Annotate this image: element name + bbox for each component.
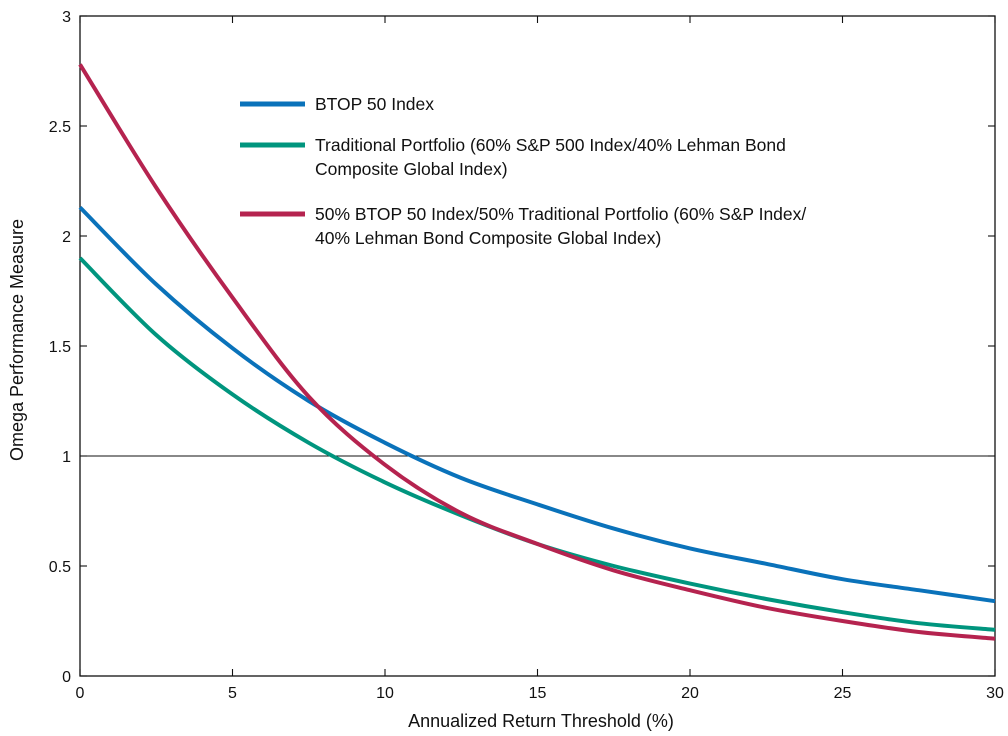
legend-label: Traditional Portfolio (60% S&P 500 Index… [315,135,786,155]
plot-area [79,15,996,677]
y-tick-label: 1 [62,449,71,466]
legend-label: Composite Global Index) [315,159,508,179]
x-axis-title: Annualized Return Threshold (%) [408,711,674,731]
legend-entry-btop50: BTOP 50 Index [240,94,434,114]
x-tick-label: 10 [376,685,394,702]
y-tick-label: 1.5 [49,339,71,356]
y-axis-title: Omega Performance Measure [7,219,27,461]
x-tick-label: 20 [681,685,699,702]
series-lines [78,63,996,641]
y-tick-label: 2 [62,229,71,246]
legend: BTOP 50 Index Traditional Portfolio (60% … [240,94,806,248]
series-line-traditional [78,256,996,632]
y-tick-label: 3 [62,9,71,26]
y-tick-label: 0.5 [49,559,71,576]
plot-border [79,15,996,677]
x-tick-label: 0 [76,685,85,702]
legend-label: 50% BTOP 50 Index/50% Traditional Portfo… [315,204,806,224]
y-tick-label: 0 [62,669,71,686]
legend-entry-traditional: Traditional Portfolio (60% S&P 500 Index… [240,135,786,179]
y-tick-label: 2.5 [49,119,71,136]
x-tick-label: 30 [986,685,1004,702]
series-line-btop50 [78,205,996,604]
legend-label: 40% Lehman Bond Composite Global Index) [315,228,661,248]
axis-ticks: 0 5 10 15 20 25 30 0 0.5 1 1.5 2 2.5 3 [49,9,1004,702]
x-tick-label: 25 [834,685,852,702]
x-tick-label: 5 [228,685,237,702]
legend-label: BTOP 50 Index [315,94,434,114]
legend-entry-blend: 50% BTOP 50 Index/50% Traditional Portfo… [240,204,806,248]
x-tick-label: 15 [529,685,547,702]
series-line-blend [78,63,996,641]
